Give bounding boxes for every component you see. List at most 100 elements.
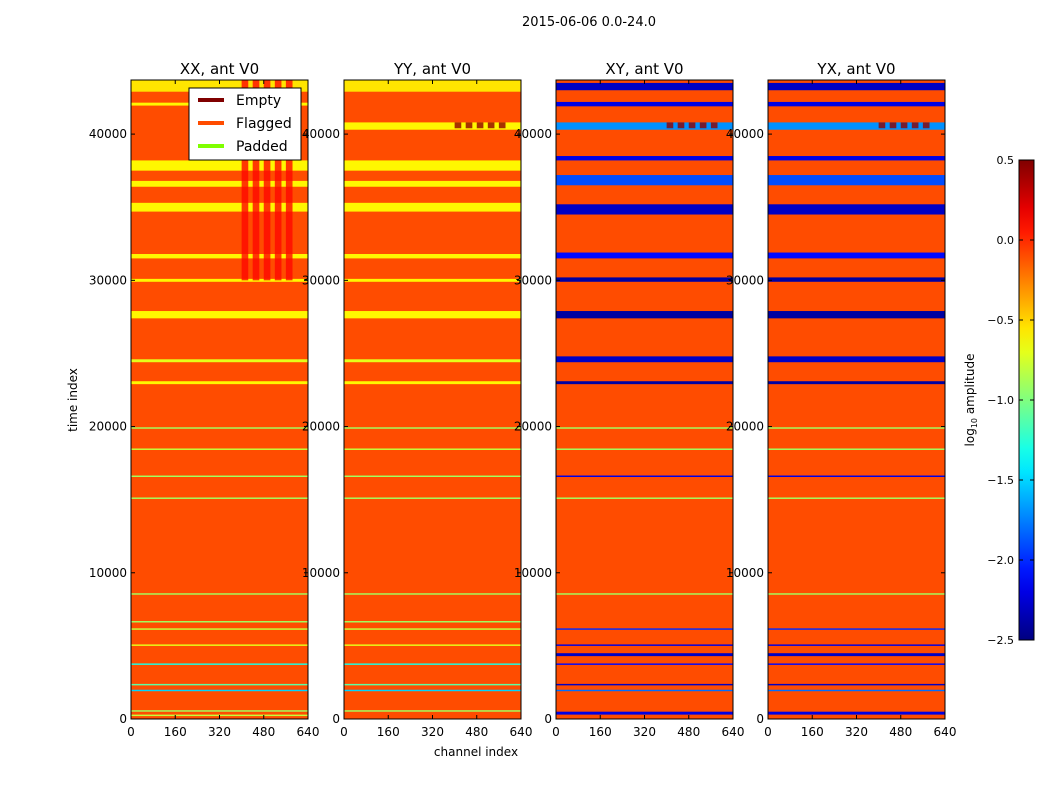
x-axis-label: channel index bbox=[434, 745, 518, 759]
data-stripe bbox=[344, 160, 521, 171]
data-stripe bbox=[344, 381, 521, 385]
channel-band bbox=[878, 122, 886, 129]
y-tick-label: 10000 bbox=[514, 566, 552, 580]
data-stripe bbox=[768, 448, 945, 450]
y-tick-label: 10000 bbox=[89, 566, 127, 580]
data-stripe bbox=[344, 448, 521, 450]
data-stripe bbox=[768, 356, 945, 363]
data-stripe bbox=[131, 710, 308, 712]
data-stripe bbox=[556, 156, 733, 161]
x-tick-label: 640 bbox=[722, 725, 745, 739]
channel-band bbox=[263, 80, 271, 281]
data-stripe bbox=[344, 122, 521, 130]
data-stripe bbox=[556, 644, 733, 646]
data-stripe bbox=[344, 278, 521, 282]
data-stripe bbox=[768, 427, 945, 429]
flagged-background bbox=[768, 80, 945, 719]
data-stripe bbox=[556, 277, 733, 282]
data-stripe bbox=[131, 202, 308, 212]
data-stripe bbox=[344, 254, 521, 259]
data-stripe bbox=[768, 204, 945, 215]
data-stripe bbox=[556, 82, 733, 91]
colorbar-label-sub: 10 bbox=[970, 418, 979, 428]
data-stripe bbox=[556, 711, 733, 715]
data-stripe bbox=[344, 628, 521, 630]
data-stripe bbox=[768, 653, 945, 657]
channel-band bbox=[487, 122, 495, 129]
data-stripe bbox=[556, 122, 733, 130]
y-tick-label: 0 bbox=[332, 712, 340, 726]
data-stripe bbox=[556, 689, 733, 692]
x-tick-label: 480 bbox=[889, 725, 912, 739]
y-tick-label: 20000 bbox=[726, 420, 764, 434]
x-tick-label: 480 bbox=[465, 725, 488, 739]
data-stripe bbox=[344, 80, 521, 92]
x-tick-label: 0 bbox=[127, 725, 135, 739]
x-tick-label: 320 bbox=[845, 725, 868, 739]
data-stripe bbox=[131, 683, 308, 686]
x-tick-label: 640 bbox=[510, 725, 533, 739]
channel-band bbox=[922, 122, 930, 129]
colorbar-tick-label: −2.5 bbox=[987, 634, 1014, 647]
data-stripe bbox=[344, 689, 521, 692]
data-stripe bbox=[344, 644, 521, 646]
colorbar-tick-label: 0.5 bbox=[997, 154, 1015, 167]
data-stripe bbox=[768, 628, 945, 630]
channel-band bbox=[454, 122, 462, 129]
data-stripe bbox=[556, 683, 733, 686]
channel-band bbox=[465, 122, 473, 129]
y-tick-label: 30000 bbox=[726, 273, 764, 287]
data-stripe bbox=[131, 448, 308, 450]
data-stripe bbox=[556, 204, 733, 215]
data-stripe bbox=[556, 497, 733, 499]
colorbar-tick-label: −1.5 bbox=[987, 474, 1014, 487]
y-tick-label: 0 bbox=[119, 712, 127, 726]
figure-title: 2015-06-06 0.0-24.0 bbox=[522, 15, 656, 30]
data-stripe bbox=[344, 593, 521, 595]
panel-xy: XY, ant V0 0 160 320 480 640 0 10000 20000 30000 4… bbox=[514, 60, 745, 739]
data-stripe bbox=[556, 653, 733, 657]
channel-band bbox=[274, 80, 282, 281]
colorbar-tick-label: −1.0 bbox=[987, 394, 1014, 407]
data-stripe bbox=[344, 497, 521, 499]
y-tick-label: 30000 bbox=[302, 273, 340, 287]
x-tick-label: 0 bbox=[340, 725, 348, 739]
data-stripe bbox=[131, 278, 308, 282]
data-stripe bbox=[131, 497, 308, 499]
data-stripe bbox=[344, 202, 521, 212]
y-tick-label: 0 bbox=[756, 712, 764, 726]
x-tick-label: 0 bbox=[764, 725, 772, 739]
data-stripe bbox=[344, 427, 521, 429]
channel-band bbox=[900, 122, 908, 129]
y-tick-label: 20000 bbox=[514, 420, 552, 434]
panel-title: YX, ant V0 bbox=[816, 60, 895, 78]
colorbar-label-log: log bbox=[963, 428, 977, 446]
channel-band bbox=[911, 122, 919, 129]
data-stripe bbox=[131, 689, 308, 692]
data-stripe bbox=[768, 711, 945, 715]
data-stripe bbox=[556, 475, 733, 477]
x-tick-label: 160 bbox=[377, 725, 400, 739]
x-tick-label: 160 bbox=[801, 725, 824, 739]
channel-band bbox=[252, 80, 260, 281]
channel-band bbox=[710, 122, 718, 129]
data-stripe bbox=[131, 359, 308, 363]
data-stripe bbox=[556, 175, 733, 186]
data-stripe bbox=[344, 359, 521, 363]
x-tick-label: 160 bbox=[164, 725, 187, 739]
y-tick-label: 20000 bbox=[302, 420, 340, 434]
data-stripe bbox=[131, 628, 308, 630]
data-stripe bbox=[556, 311, 733, 319]
channel-band bbox=[889, 122, 897, 129]
data-stripe bbox=[768, 381, 945, 385]
data-stripe bbox=[344, 683, 521, 686]
data-stripe bbox=[344, 475, 521, 477]
data-stripe bbox=[556, 663, 733, 665]
data-stripe bbox=[556, 252, 733, 259]
data-stripe bbox=[768, 683, 945, 686]
colorbar-tick-label: −2.0 bbox=[987, 554, 1014, 567]
data-stripe bbox=[768, 689, 945, 692]
data-stripe bbox=[344, 710, 521, 712]
colorbar-label-rest: amplitude bbox=[963, 354, 977, 418]
data-stripe bbox=[768, 252, 945, 259]
